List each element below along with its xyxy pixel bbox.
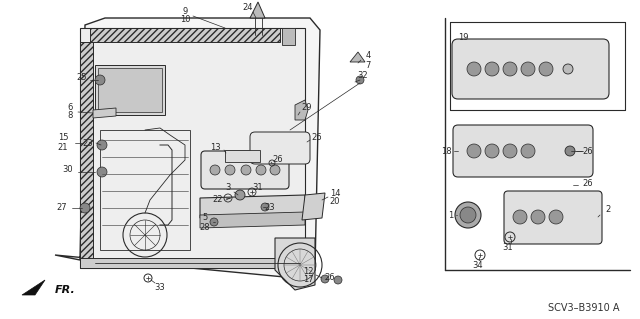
- Polygon shape: [250, 2, 265, 18]
- Circle shape: [334, 276, 342, 284]
- Polygon shape: [90, 28, 280, 42]
- Text: 7: 7: [365, 61, 371, 70]
- Text: 9: 9: [182, 8, 188, 17]
- Circle shape: [356, 76, 364, 84]
- Polygon shape: [302, 193, 325, 220]
- FancyBboxPatch shape: [504, 191, 602, 244]
- Circle shape: [467, 144, 481, 158]
- Text: 1: 1: [449, 211, 454, 219]
- Text: 26: 26: [324, 273, 335, 283]
- Circle shape: [80, 203, 90, 213]
- Circle shape: [210, 165, 220, 175]
- Circle shape: [97, 140, 107, 150]
- Polygon shape: [200, 195, 305, 218]
- FancyBboxPatch shape: [250, 132, 310, 164]
- Text: 33: 33: [155, 283, 165, 292]
- Circle shape: [565, 146, 575, 156]
- Text: 5: 5: [202, 213, 207, 222]
- Circle shape: [460, 207, 476, 223]
- Circle shape: [485, 144, 499, 158]
- Circle shape: [503, 144, 517, 158]
- FancyBboxPatch shape: [201, 151, 289, 189]
- Text: 28: 28: [200, 222, 211, 232]
- Circle shape: [549, 210, 563, 224]
- Circle shape: [513, 210, 527, 224]
- Polygon shape: [350, 52, 365, 62]
- FancyBboxPatch shape: [452, 39, 609, 99]
- Circle shape: [467, 62, 481, 76]
- Circle shape: [503, 62, 517, 76]
- Text: 2: 2: [605, 205, 611, 214]
- Circle shape: [485, 62, 499, 76]
- Text: 23: 23: [83, 138, 93, 147]
- Text: 4: 4: [365, 51, 371, 61]
- Circle shape: [455, 202, 481, 228]
- Polygon shape: [93, 108, 116, 118]
- Text: SCV3–B3910 A: SCV3–B3910 A: [548, 303, 620, 313]
- Circle shape: [531, 210, 545, 224]
- Text: 31: 31: [253, 183, 263, 192]
- Text: 6: 6: [67, 103, 73, 113]
- FancyBboxPatch shape: [453, 125, 593, 177]
- Polygon shape: [95, 65, 165, 115]
- Text: FR.: FR.: [55, 285, 76, 295]
- Circle shape: [225, 165, 235, 175]
- Circle shape: [241, 165, 251, 175]
- Polygon shape: [275, 238, 315, 290]
- Text: 14: 14: [330, 189, 340, 197]
- Text: 21: 21: [58, 144, 68, 152]
- Polygon shape: [225, 150, 260, 162]
- Text: 12: 12: [303, 266, 313, 276]
- Circle shape: [97, 167, 107, 177]
- Text: 31: 31: [502, 243, 513, 253]
- Text: 32: 32: [358, 71, 368, 80]
- Circle shape: [256, 165, 266, 175]
- Circle shape: [95, 75, 105, 85]
- Circle shape: [270, 165, 280, 175]
- Polygon shape: [295, 100, 308, 120]
- Text: 8: 8: [67, 112, 73, 121]
- Circle shape: [521, 144, 535, 158]
- Circle shape: [563, 64, 573, 74]
- Text: 13: 13: [210, 143, 220, 152]
- Text: 26: 26: [312, 132, 323, 142]
- Polygon shape: [282, 28, 295, 45]
- Circle shape: [321, 275, 329, 283]
- Polygon shape: [80, 28, 305, 268]
- Text: 26: 26: [273, 155, 284, 165]
- Circle shape: [539, 62, 553, 76]
- Text: 18: 18: [441, 146, 451, 155]
- Text: 29: 29: [301, 103, 312, 113]
- Text: 25: 25: [77, 73, 87, 83]
- Text: 15: 15: [58, 133, 68, 143]
- Text: 34: 34: [473, 261, 483, 270]
- Text: 17: 17: [303, 275, 314, 284]
- Polygon shape: [22, 280, 45, 295]
- Text: 27: 27: [57, 204, 67, 212]
- Circle shape: [521, 62, 535, 76]
- Circle shape: [235, 190, 245, 200]
- Polygon shape: [55, 18, 320, 278]
- Text: 3: 3: [225, 183, 230, 192]
- Text: 19: 19: [458, 33, 468, 42]
- Polygon shape: [80, 258, 305, 268]
- Circle shape: [210, 218, 218, 226]
- Polygon shape: [80, 42, 93, 268]
- Text: 20: 20: [330, 197, 340, 206]
- Text: 30: 30: [63, 166, 74, 174]
- Polygon shape: [98, 68, 162, 112]
- Text: 10: 10: [180, 16, 190, 25]
- Text: 22: 22: [212, 196, 223, 204]
- Text: 26: 26: [582, 179, 593, 188]
- Polygon shape: [200, 212, 305, 228]
- Text: 26: 26: [582, 146, 593, 155]
- Text: 23: 23: [265, 203, 275, 211]
- Circle shape: [261, 203, 269, 211]
- Text: 24: 24: [243, 4, 253, 12]
